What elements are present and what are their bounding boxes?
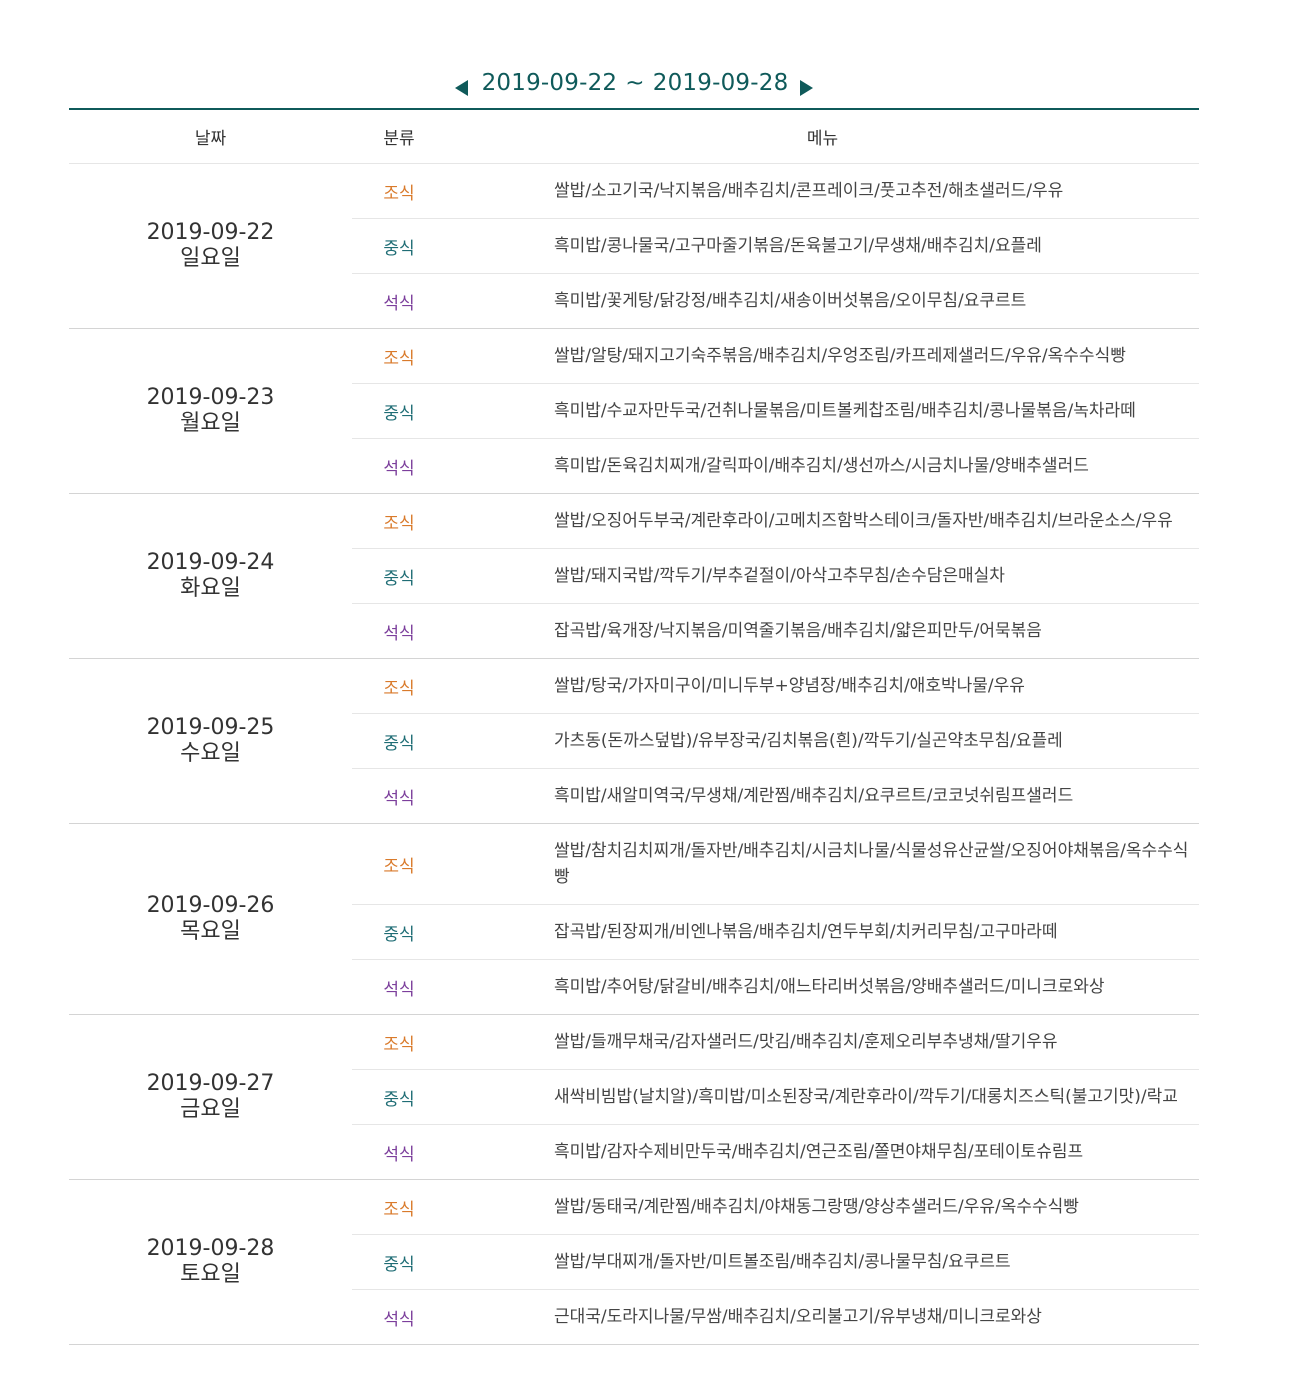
meal-row: 2019-09-23 월요일 조식 쌀밥/알탕/돼지고기숙주볶음/배추김치/우엉조림/… <box>69 328 1199 494</box>
meal-type-label: 중식 <box>352 1234 446 1290</box>
meal-type-label: 중식 <box>352 904 446 960</box>
day-weekday: 금요일 <box>180 1097 241 1122</box>
meal-row: 2019-09-26 목요일 조식 쌀밥/참치김치찌개/돌자반/배추김치/시금치나물/… <box>69 823 1199 1015</box>
meal-row: 중식 쌀밥/돼지국밥/깍두기/부추겉절이/아삭고추무침/손수담은매실차 <box>69 548 1199 604</box>
day-weekday: 화요일 <box>180 576 241 601</box>
meal-table-body: 2019-09-22 일요일 조식 쌀밥/소고기국/낙지볶음/배추김치/콘프레이크/풋… <box>69 163 1199 1345</box>
menu-items: 쌀밥/돼지국밥/깍두기/부추겉절이/아삭고추무침/손수담은매실차 <box>446 548 1199 604</box>
meal-type-label: 중식 <box>352 1069 446 1125</box>
meal-type-label: 석식 <box>352 1289 446 1345</box>
meal-type-label: 석식 <box>352 959 446 1015</box>
menu-items: 흑미밥/돈육김치찌개/갈릭파이/배추김치/생선까스/시금치나물/양배추샐러드 <box>446 438 1199 494</box>
meal-row: 중식 흑미밥/콩나물국/고구마줄기볶음/돈육불고기/무생채/배추김치/요플레 <box>69 218 1199 274</box>
menu-items: 흑미밥/콩나물국/고구마줄기볶음/돈육불고기/무생채/배추김치/요플레 <box>446 218 1199 274</box>
day-date: 2019-09-22 <box>146 220 275 245</box>
menu-items: 잡곡밥/육개장/낙지볶음/미역줄기볶음/배추김치/얇은피만두/어묵볶음 <box>446 603 1199 659</box>
meal-row: 중식 잡곡밥/된장찌개/비엔나볶음/배추김치/연두부회/치커리무침/고구마라떼 <box>69 904 1199 960</box>
day-date: 2019-09-24 <box>146 550 275 575</box>
meal-type-label: 석식 <box>352 438 446 494</box>
meal-type-label: 조식 <box>352 658 446 714</box>
day-date: 2019-09-25 <box>146 715 275 740</box>
meal-row: 석식 흑미밥/추어탕/닭갈비/배추김치/애느타리버섯볶음/양배추샐러드/미니크로와… <box>69 959 1199 1015</box>
meal-row: 2019-09-28 토요일 조식 쌀밥/동태국/계란찜/배추김치/야채동그랑땡/양상… <box>69 1179 1199 1345</box>
menu-items: 쌀밥/들깨무채국/감자샐러드/맛김/배추김치/훈제오리부추냉채/딸기우유 <box>446 1014 1199 1070</box>
menu-items: 흑미밥/추어탕/닭갈비/배추김치/애느타리버섯볶음/양배추샐러드/미니크로와상 <box>446 959 1199 1015</box>
meal-table: 날짜 분류 메뉴 2019-09-22 일요일 조식 쌀밥/소고기국/낙지볶음/배추김… <box>69 108 1199 1345</box>
previous-week-icon[interactable] <box>454 80 468 96</box>
meal-type-label: 중식 <box>352 383 446 439</box>
menu-items: 쌀밥/부대찌개/돌자반/미트볼조림/배추김치/콩나물무침/요쿠르트 <box>446 1234 1199 1290</box>
category-column-header: 분류 <box>352 109 446 164</box>
menu-items: 흑미밥/수교자만두국/건취나물볶음/미트볼케찹조림/배추김치/콩나물볶음/녹차라… <box>446 383 1199 439</box>
day-date: 2019-09-27 <box>146 1071 275 1096</box>
menu-items: 쌀밥/동태국/계란찜/배추김치/야채동그랑땡/양상추샐러드/우유/옥수수식빵 <box>446 1179 1199 1235</box>
meal-type-label: 조식 <box>352 493 446 549</box>
meal-row: 2019-09-24 화요일 조식 쌀밥/오징어두부국/계란후라이/고메치즈함박스테이… <box>69 493 1199 659</box>
date-cell: 2019-09-25 수요일 <box>69 658 352 824</box>
meal-row: 중식 새싹비빔밥(날치알)/흑미밥/미소된장국/계란후라이/깍두기/대롱치즈스틱(… <box>69 1069 1199 1125</box>
day-date: 2019-09-26 <box>146 893 275 918</box>
date-cell: 2019-09-27 금요일 <box>69 1014 352 1180</box>
meal-schedule: 2019-09-22 ~2019-09-28 날짜 분류 메뉴 2019-09-2… <box>69 0 1199 1345</box>
date-column-header: 날짜 <box>69 109 352 164</box>
meal-row: 석식 흑미밥/돈육김치찌개/갈릭파이/배추김치/생선까스/시금치나물/양배추샐러드 <box>69 438 1199 494</box>
menu-items: 흑미밥/꽃게탕/닭강정/배추김치/새송이버섯볶음/오이무침/요쿠르트 <box>446 273 1199 329</box>
day-weekday: 월요일 <box>180 411 241 436</box>
meal-row: 중식 쌀밥/부대찌개/돌자반/미트볼조림/배추김치/콩나물무침/요쿠르트 <box>69 1234 1199 1290</box>
week-end-date: 2019-09-28 <box>652 70 789 96</box>
meal-row: 석식 흑미밥/꽃게탕/닭강정/배추김치/새송이버섯볶음/오이무침/요쿠르트 <box>69 273 1199 329</box>
meal-type-label: 중식 <box>352 218 446 274</box>
meal-row: 중식 흑미밥/수교자만두국/건취나물볶음/미트볼케찹조림/배추김치/콩나물볶음/녹… <box>69 383 1199 439</box>
meal-type-label: 석식 <box>352 768 446 824</box>
menu-items: 근대국/도라지나물/무쌈/배추김치/오리불고기/유부냉채/미니크로와상 <box>446 1289 1199 1345</box>
meal-type-label: 석식 <box>352 273 446 329</box>
week-navigation: 2019-09-22 ~2019-09-28 <box>69 0 1199 108</box>
next-week-icon[interactable] <box>800 80 814 96</box>
meal-row: 2019-09-27 금요일 조식 쌀밥/들깨무채국/감자샐러드/맛김/배추김치/훈제… <box>69 1014 1199 1180</box>
menu-items: 쌀밥/참치김치찌개/돌자반/배추김치/시금치나물/식물성유산균쌀/오징어야채볶음… <box>446 823 1199 905</box>
menu-items: 쌀밥/알탕/돼지고기숙주볶음/배추김치/우엉조림/카프레제샐러드/우유/옥수수식… <box>446 328 1199 384</box>
week-range: 2019-09-22 ~2019-09-28 <box>482 70 789 96</box>
week-start-date: 2019-09-22 <box>481 70 618 96</box>
day-date: 2019-09-23 <box>146 385 275 410</box>
meal-row: 석식 근대국/도라지나물/무쌈/배추김치/오리불고기/유부냉채/미니크로와상 <box>69 1289 1199 1345</box>
day-date: 2019-09-28 <box>146 1236 275 1261</box>
date-cell: 2019-09-22 일요일 <box>69 163 352 329</box>
menu-items: 쌀밥/오징어두부국/계란후라이/고메치즈함박스테이크/돌자반/배추김치/브라운소… <box>446 493 1199 549</box>
menu-items: 잡곡밥/된장찌개/비엔나볶음/배추김치/연두부회/치커리무침/고구마라떼 <box>446 904 1199 960</box>
meal-row: 석식 잡곡밥/육개장/낙지볶음/미역줄기볶음/배추김치/얇은피만두/어묵볶음 <box>69 603 1199 659</box>
day-weekday: 수요일 <box>180 741 241 766</box>
menu-items: 흑미밥/새알미역국/무생채/계란찜/배추김치/요쿠르트/코코넛쉬림프샐러드 <box>446 768 1199 824</box>
meal-type-label: 조식 <box>352 1014 446 1070</box>
date-cell: 2019-09-26 목요일 <box>69 823 352 1015</box>
meal-type-label: 중식 <box>352 713 446 769</box>
meal-row: 석식 흑미밥/새알미역국/무생채/계란찜/배추김치/요쿠르트/코코넛쉬림프샐러드 <box>69 768 1199 824</box>
date-cell: 2019-09-23 월요일 <box>69 328 352 494</box>
menu-items: 가츠동(돈까스덮밥)/유부장국/김치볶음(흰)/깍두기/실곤약초무침/요플레 <box>446 713 1199 769</box>
day-weekday: 일요일 <box>180 246 241 271</box>
meal-type-label: 조식 <box>352 823 446 905</box>
meal-row: 2019-09-22 일요일 조식 쌀밥/소고기국/낙지볶음/배추김치/콘프레이크/풋… <box>69 163 1199 329</box>
meal-type-label: 중식 <box>352 548 446 604</box>
menu-items: 쌀밥/소고기국/낙지볶음/배추김치/콘프레이크/풋고추전/해초샐러드/우유 <box>446 163 1199 219</box>
meal-row: 석식 흑미밥/감자수제비만두국/배추김치/연근조림/쫄면야채무침/포테이토슈림프 <box>69 1124 1199 1180</box>
meal-type-label: 조식 <box>352 328 446 384</box>
range-separator: ~ <box>625 70 645 96</box>
date-cell: 2019-09-28 토요일 <box>69 1179 352 1345</box>
menu-items: 흑미밥/감자수제비만두국/배추김치/연근조림/쫄면야채무침/포테이토슈림프 <box>446 1124 1199 1180</box>
meal-row: 중식 가츠동(돈까스덮밥)/유부장국/김치볶음(흰)/깍두기/실곤약초무침/요플레 <box>69 713 1199 769</box>
meal-type-label: 석식 <box>352 603 446 659</box>
meal-row: 2019-09-25 수요일 조식 쌀밥/탕국/가자미구이/미니두부+양념장/배추김치… <box>69 658 1199 824</box>
day-weekday: 목요일 <box>180 919 241 944</box>
menu-column-header: 메뉴 <box>446 109 1199 164</box>
meal-type-label: 석식 <box>352 1124 446 1180</box>
day-weekday: 토요일 <box>180 1262 241 1287</box>
menu-items: 새싹비빔밥(날치알)/흑미밥/미소된장국/계란후라이/깍두기/대롱치즈스틱(불고… <box>446 1069 1199 1125</box>
meal-type-label: 조식 <box>352 163 446 219</box>
date-cell: 2019-09-24 화요일 <box>69 493 352 659</box>
menu-items: 쌀밥/탕국/가자미구이/미니두부+양념장/배추김치/애호박나물/우유 <box>446 658 1199 714</box>
meal-type-label: 조식 <box>352 1179 446 1235</box>
table-header-row: 날짜 분류 메뉴 <box>69 109 1199 164</box>
